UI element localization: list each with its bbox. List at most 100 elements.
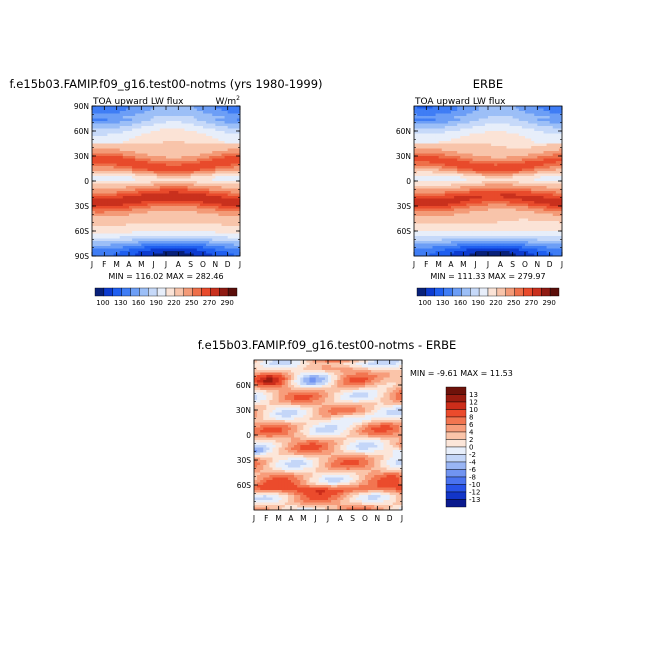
heatmap-cell bbox=[558, 128, 563, 132]
heatmap-cell bbox=[119, 223, 124, 227]
heatmap-cell bbox=[169, 213, 173, 217]
heatmap-cell bbox=[129, 116, 133, 119]
heatmap-cell bbox=[159, 226, 164, 229]
heatmap-cell bbox=[122, 128, 127, 132]
heatmap-cell bbox=[537, 196, 541, 199]
heatmap-cell bbox=[95, 186, 99, 189]
heatmap-cell bbox=[196, 111, 201, 114]
heatmap-cell bbox=[113, 251, 118, 254]
heatmap-cell bbox=[540, 166, 544, 169]
heatmap-cell bbox=[135, 148, 139, 152]
heatmap-cell bbox=[95, 131, 99, 134]
heatmap-cell bbox=[537, 191, 541, 194]
heatmap-cell bbox=[110, 106, 114, 109]
heatmap-cell bbox=[193, 206, 198, 209]
heatmap-cell bbox=[230, 148, 235, 152]
heatmap-cell bbox=[184, 198, 188, 202]
heatmap-cell bbox=[221, 251, 225, 254]
heatmap-cell bbox=[435, 161, 440, 164]
heatmap-cell bbox=[212, 121, 216, 124]
heatmap-cell bbox=[113, 201, 118, 204]
heatmap-cell bbox=[494, 106, 498, 109]
heatmap-cell bbox=[423, 136, 427, 139]
heatmap-cell bbox=[141, 166, 145, 169]
heatmap-cell bbox=[153, 253, 158, 257]
heatmap-cell bbox=[509, 151, 514, 154]
heatmap-cell bbox=[110, 156, 114, 159]
heatmap-cell bbox=[447, 176, 452, 179]
heatmap-cell bbox=[159, 176, 164, 179]
heatmap-cell bbox=[135, 166, 139, 169]
heatmap-cell bbox=[447, 141, 452, 144]
heatmap-cell bbox=[469, 166, 473, 169]
heatmap-cell bbox=[503, 153, 507, 157]
heatmap-cell bbox=[528, 138, 532, 142]
heatmap-cell bbox=[429, 161, 433, 164]
heatmap-cell bbox=[227, 233, 232, 237]
heatmap-cell bbox=[162, 131, 167, 134]
heatmap-cell bbox=[417, 176, 421, 179]
heatmap-cell bbox=[531, 201, 535, 204]
heatmap-cell bbox=[209, 251, 213, 254]
heatmap-cell bbox=[521, 131, 526, 134]
heatmap-cell bbox=[478, 118, 483, 122]
heatmap-cell bbox=[540, 118, 544, 122]
heatmap-cell bbox=[233, 123, 238, 127]
heatmap-cell bbox=[169, 208, 173, 212]
heatmap-cell bbox=[460, 203, 464, 207]
heatmap-cell bbox=[116, 126, 121, 129]
heatmap-cell bbox=[147, 106, 151, 109]
heatmap-cell bbox=[95, 113, 99, 117]
heatmap-cell bbox=[110, 141, 114, 144]
heatmap-cell bbox=[166, 233, 170, 237]
heatmap-cell bbox=[122, 191, 127, 194]
heatmap-cell bbox=[481, 201, 486, 204]
heatmap-cell bbox=[509, 148, 514, 152]
heatmap-cell bbox=[435, 131, 440, 134]
heatmap-cell bbox=[457, 171, 461, 174]
heatmap-cell bbox=[175, 246, 179, 249]
heatmap-cell bbox=[224, 246, 229, 249]
heatmap-cell bbox=[178, 171, 182, 174]
heatmap-cell bbox=[432, 133, 436, 137]
heatmap-cell bbox=[206, 158, 210, 162]
heatmap-cell bbox=[414, 126, 418, 129]
heatmap-cell bbox=[417, 148, 421, 152]
heatmap-cell bbox=[187, 241, 192, 244]
heatmap-cell bbox=[172, 136, 176, 139]
heatmap-cell bbox=[193, 226, 198, 229]
heatmap-cell bbox=[494, 186, 498, 189]
heatmap-cell bbox=[555, 171, 560, 174]
heatmap-cell bbox=[457, 166, 461, 169]
colorbar-swatch bbox=[130, 287, 140, 297]
heatmap-cell bbox=[144, 243, 148, 247]
heatmap-cell bbox=[444, 168, 449, 172]
heatmap-cell bbox=[181, 223, 185, 227]
heatmap-cell bbox=[451, 136, 455, 139]
heatmap-cell bbox=[475, 133, 480, 137]
heatmap-cell bbox=[451, 208, 455, 212]
heatmap-cell bbox=[150, 121, 155, 124]
heatmap-cell bbox=[107, 231, 111, 234]
heatmap-cell bbox=[122, 158, 127, 162]
heatmap-cell bbox=[540, 196, 544, 199]
heatmap-cell bbox=[178, 181, 182, 184]
heatmap-cell bbox=[460, 171, 464, 174]
heatmap-cell bbox=[150, 148, 155, 152]
heatmap-cell bbox=[236, 211, 241, 214]
heatmap-cell bbox=[122, 251, 127, 254]
heatmap-cell bbox=[209, 198, 213, 202]
heatmap-cell bbox=[156, 108, 161, 112]
heatmap-cell bbox=[169, 123, 173, 127]
heatmap-cell bbox=[466, 121, 470, 124]
heatmap-cell bbox=[172, 208, 176, 212]
heatmap-cell bbox=[132, 238, 136, 242]
heatmap-cell bbox=[537, 113, 541, 117]
heatmap-cell bbox=[224, 206, 229, 209]
heatmap-cell bbox=[135, 178, 139, 182]
heatmap-cell bbox=[110, 253, 114, 257]
heatmap-cell bbox=[469, 156, 473, 159]
heatmap-cell bbox=[95, 136, 99, 139]
heatmap-cell bbox=[159, 128, 164, 132]
heatmap-cell bbox=[206, 136, 210, 139]
